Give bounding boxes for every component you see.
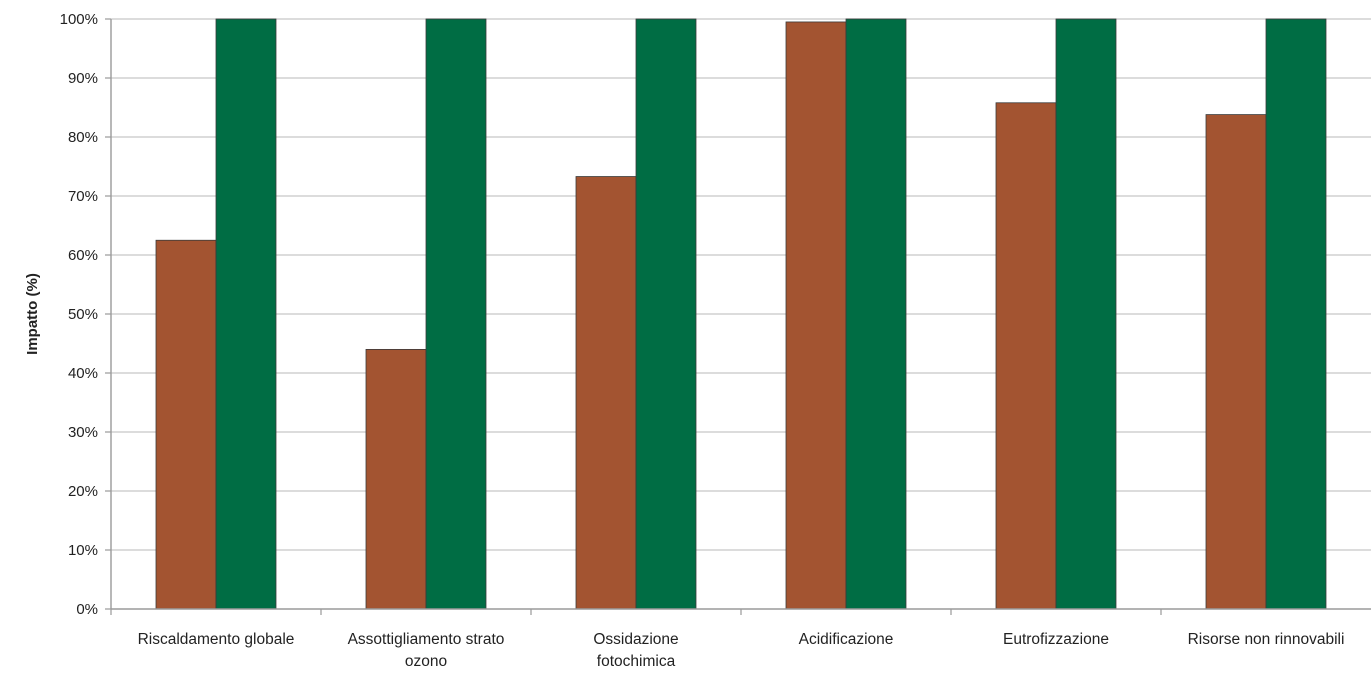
axes <box>105 18 1371 615</box>
y-axis-title: Impatto (%) <box>24 273 41 355</box>
y-tick-labels: 0% 10% 20% 30% 40% 50% 60% 70% 80% 90% 100% <box>60 11 98 618</box>
bar-series-2-cat-4 <box>845 18 907 610</box>
y-tick-label: 100% <box>60 11 98 28</box>
y-tick-label: 80% <box>68 129 98 146</box>
bar-series-2-cat-3 <box>635 18 697 610</box>
y-tick-label: 10% <box>68 542 98 559</box>
x-category-label-line: Acidificazione <box>799 631 894 648</box>
x-category-label-line: fotochimica <box>597 653 676 670</box>
bar-series-2-cat-5 <box>1055 18 1117 610</box>
x-category-label-line: Ossidazione <box>593 631 678 648</box>
bar-series-1-cat-4 <box>785 21 847 610</box>
x-category-label: Risorse non rinnovabili <box>1188 631 1345 648</box>
y-tick-label: 20% <box>68 483 98 500</box>
y-tick-label: 90% <box>68 70 98 87</box>
x-category-labels: Riscaldamento globale Assottigliamento st… <box>138 631 1345 670</box>
x-category-label-line: Assottigliamento strato <box>348 631 505 648</box>
y-tick-label: 50% <box>68 306 98 323</box>
y-tick-label: 40% <box>68 365 98 382</box>
bar-series-1-cat-3 <box>575 176 637 610</box>
y-tick-label: 60% <box>68 247 98 264</box>
x-category-label: Ossidazione fotochimica <box>593 631 678 670</box>
gridlines <box>111 18 1371 551</box>
x-category-label: Riscaldamento globale <box>138 631 295 648</box>
bar-series-2-cat-2 <box>425 18 487 610</box>
bar-series-1-cat-2 <box>365 348 427 610</box>
y-tick-label: 0% <box>76 601 98 618</box>
y-tick-label: 30% <box>68 424 98 441</box>
bar-series-2-cat-6 <box>1265 18 1327 610</box>
bar-series-1-cat-6 <box>1205 114 1267 610</box>
x-category-label-line: Risorse non rinnovabili <box>1188 631 1345 648</box>
x-category-label: Acidificazione <box>799 631 894 648</box>
y-tick-label: 70% <box>68 188 98 205</box>
x-category-label: Assottigliamento strato ozono <box>348 631 505 670</box>
x-category-label: Eutrofizzazione <box>1003 631 1109 648</box>
bar-series-1-cat-1 <box>155 239 217 610</box>
x-category-label-line: ozono <box>405 653 447 670</box>
bars <box>155 18 1327 610</box>
x-category-label-line: Riscaldamento globale <box>138 631 295 648</box>
bar-series-1-cat-5 <box>995 102 1057 610</box>
x-category-label-line: Eutrofizzazione <box>1003 631 1109 648</box>
bar-series-2-cat-1 <box>215 18 277 610</box>
